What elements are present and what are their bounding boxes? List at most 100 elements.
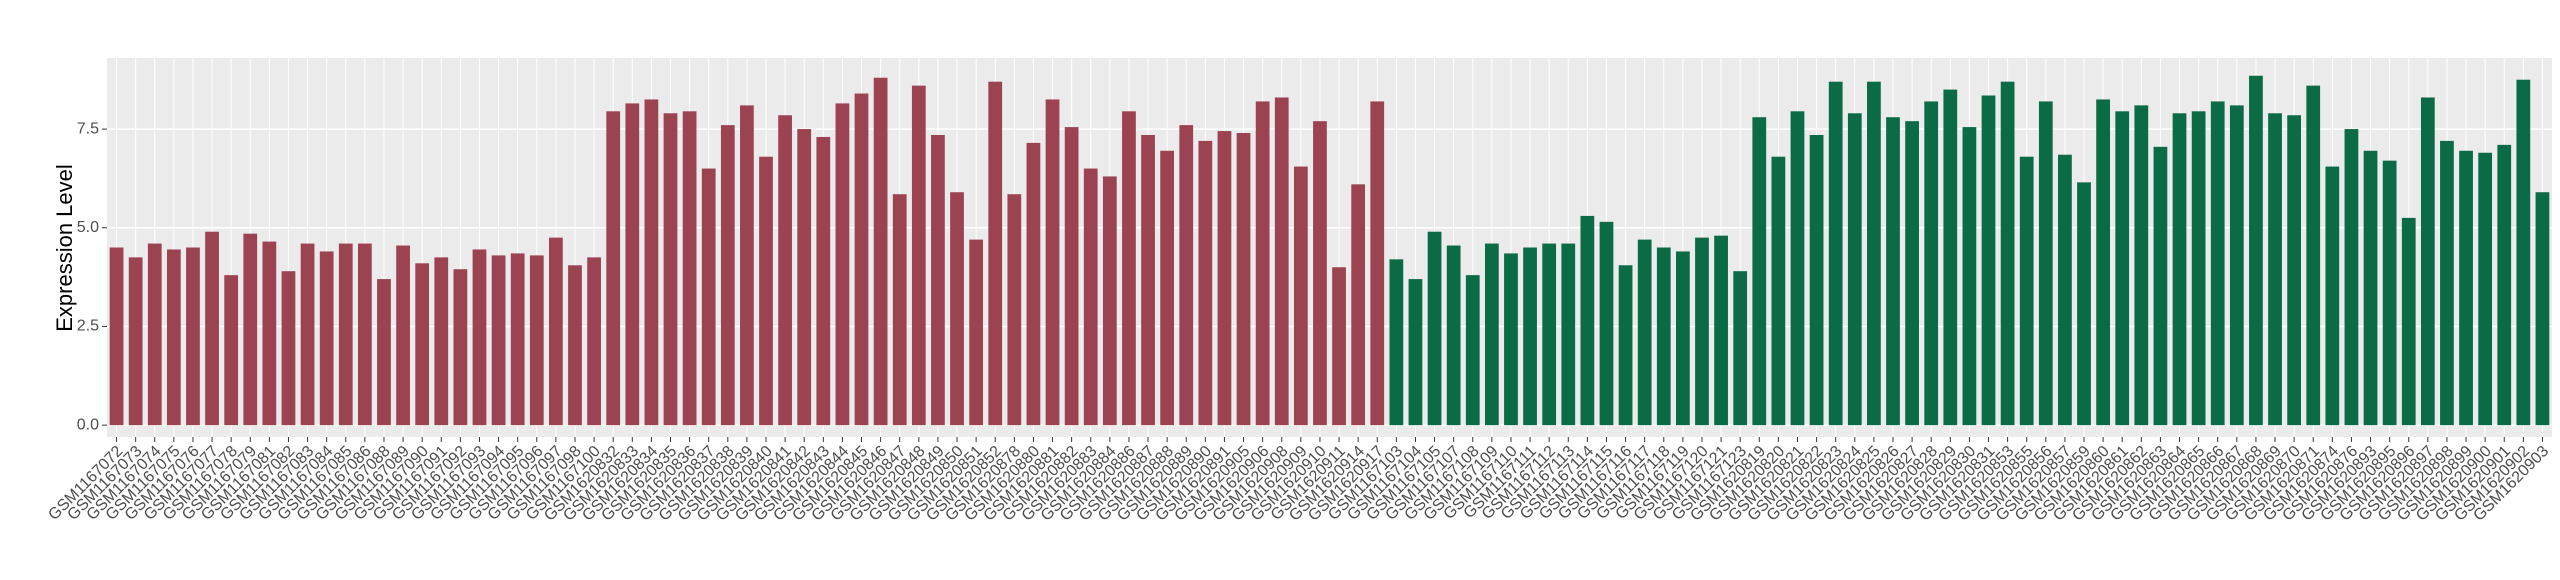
bar: [1236, 133, 1251, 426]
bar: [969, 239, 983, 426]
bar: [835, 103, 850, 426]
bar: [2268, 113, 2282, 426]
bar: [873, 77, 888, 426]
bar: [472, 249, 487, 426]
bar: [453, 269, 468, 426]
bar: [1943, 89, 1958, 426]
bar: [205, 231, 219, 426]
y-tick-label: 0.0: [77, 416, 99, 433]
bar: [1007, 194, 1022, 426]
bar: [2382, 160, 2397, 426]
bar: [491, 255, 506, 426]
bar: [2535, 192, 2550, 426]
bar: [128, 257, 143, 426]
bar: [1962, 127, 1977, 426]
bar: [2363, 150, 2378, 426]
bar: [1274, 97, 1289, 426]
bar: [988, 81, 1003, 426]
bar: [778, 115, 792, 426]
bar: [644, 99, 659, 426]
bar: [1981, 95, 1996, 426]
bar: [740, 105, 754, 426]
bar: [2096, 99, 2110, 426]
bar: [2229, 105, 2244, 426]
bar: [1179, 125, 1194, 426]
bar: [1446, 245, 1461, 426]
bar: [931, 134, 945, 426]
bar: [2115, 111, 2130, 426]
bar: [1465, 275, 1480, 426]
bar: [2440, 140, 2454, 426]
bar: [1389, 259, 1404, 426]
bar: [166, 249, 181, 426]
bar: [1255, 101, 1270, 426]
bar: [2153, 146, 2168, 426]
bar: [606, 111, 621, 426]
bar: [2019, 156, 2034, 426]
bar: [1083, 168, 1098, 426]
bar: [2172, 113, 2187, 426]
bar: [109, 247, 124, 426]
bar: [1504, 253, 1518, 426]
y-tick-label: 5.0: [77, 219, 99, 236]
bar: [1599, 221, 1614, 426]
y-axis-title: Expression Level: [52, 164, 77, 332]
bar: [2459, 150, 2473, 426]
bar: [892, 194, 907, 426]
bar: [1427, 231, 1442, 426]
bar: [281, 271, 296, 426]
bar: [1370, 101, 1385, 426]
bar: [1867, 81, 1881, 426]
bar: [1160, 150, 1175, 426]
bar: [2306, 85, 2321, 426]
bar: [1484, 243, 1499, 426]
bar: [1618, 265, 1633, 426]
bar: [1332, 267, 1346, 426]
bar: [510, 253, 525, 426]
bar: [2077, 182, 2091, 426]
bar: [434, 257, 449, 426]
bar: [1045, 99, 1060, 426]
bar: [1580, 215, 1595, 426]
bar: [1408, 279, 1423, 426]
bar: [663, 113, 678, 426]
bar: [1886, 117, 1900, 426]
bar: [587, 257, 601, 426]
bar: [1102, 176, 1117, 426]
bar: [377, 279, 391, 426]
bar: [338, 243, 353, 426]
bar: [319, 251, 334, 426]
bar: [2497, 144, 2512, 426]
bar: [568, 265, 582, 426]
bar: [1733, 271, 1748, 426]
bar: [2420, 97, 2435, 426]
bar: [1676, 251, 1690, 426]
bar: [701, 168, 716, 426]
bar: [243, 233, 258, 426]
bar: [1809, 134, 1824, 426]
bar: [2191, 111, 2206, 426]
bar: [2210, 101, 2225, 426]
bar: [797, 129, 812, 426]
bar: [224, 275, 239, 426]
bar: [1141, 134, 1155, 426]
bar: [2516, 79, 2531, 426]
bar: [1828, 81, 1843, 426]
bar: [529, 255, 544, 426]
bar: [1217, 131, 1232, 426]
bar: [950, 192, 964, 426]
bar: [1542, 243, 1557, 426]
bar: [1122, 111, 1136, 426]
bar: [2325, 166, 2340, 426]
bar: [2000, 81, 2015, 426]
bar: [682, 111, 697, 426]
bar: [1905, 121, 1919, 426]
bar: [1752, 117, 1767, 426]
bar: [396, 245, 410, 426]
bar: [1351, 184, 1366, 426]
bar: [1695, 237, 1709, 426]
bar: [854, 93, 869, 426]
bar: [1656, 247, 1671, 426]
bar: [186, 247, 200, 426]
